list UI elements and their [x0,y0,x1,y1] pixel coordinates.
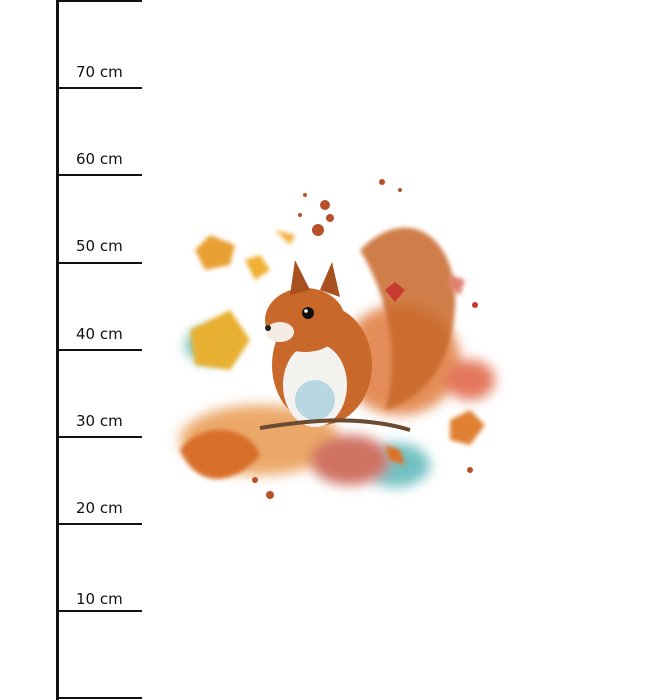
ruler-label-60: 60 cm [76,150,123,168]
ruler-tick [57,349,142,351]
ruler-tick [57,174,142,176]
ruler-label-40: 40 cm [76,325,123,343]
ruler-label-70: 70 cm [76,63,123,81]
ruler-tick [57,523,142,525]
ruler-tick [57,0,142,2]
ruler-label-10: 10 cm [76,590,123,608]
paint-splatter [252,179,478,499]
ruler-label-20: 20 cm [76,499,123,517]
heart-icon [385,282,405,302]
ruler-tick [57,610,142,612]
leaves [180,230,485,479]
squirrel-artwork [180,179,495,499]
ruler-tick [57,697,142,699]
ruler-label-50: 50 cm [76,237,123,255]
ruler-tick [57,436,142,438]
ruler-label-30: 30 cm [76,412,123,430]
ruler-tick [57,87,142,89]
ruler-tick [57,262,142,264]
